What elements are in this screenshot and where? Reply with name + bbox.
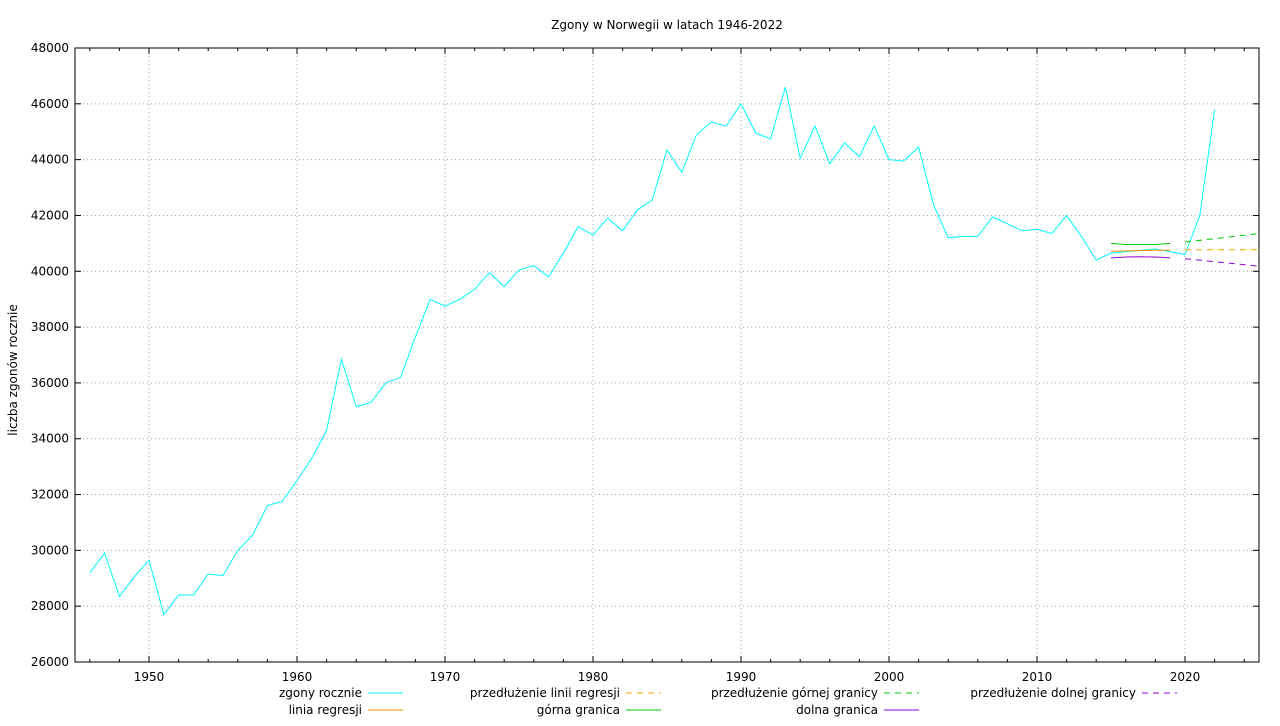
legend-label: przedłużenie górnej granicy xyxy=(711,686,878,700)
ticks: 26000 28000 30000 32000 34000 36000 38000 40000… xyxy=(31,41,1259,684)
y-tick-label: 40000 xyxy=(31,264,69,278)
x-tick-label: 1950 xyxy=(134,670,165,684)
chart-title: Zgony w Norwegii w latach 1946-2022 xyxy=(551,18,783,32)
y-tick-label: 48000 xyxy=(31,41,69,55)
legend-label: przedłużenie dolnej granicy xyxy=(970,686,1136,700)
y-tick-label: 38000 xyxy=(31,320,69,334)
x-tick-label: 2000 xyxy=(874,670,905,684)
series-przedluzenie-gornej-granicy xyxy=(1184,233,1260,243)
y-tick-label: 30000 xyxy=(31,543,69,557)
x-tick-label: 2010 xyxy=(1022,670,1053,684)
series-dolna-granica xyxy=(1110,256,1171,259)
x-tick-label: 2020 xyxy=(1170,670,1201,684)
series-zgony-rocznie xyxy=(89,86,1216,616)
legend-label: górna granica xyxy=(537,703,620,717)
y-tick-label: 32000 xyxy=(31,488,69,502)
x-tick-label: 1990 xyxy=(726,670,757,684)
y-tick-label: 42000 xyxy=(31,208,69,222)
legend-label: linia regresji xyxy=(289,703,362,717)
x-tick-label: 1980 xyxy=(578,670,609,684)
series-przedluzenie-dolnej-granicy xyxy=(1184,258,1260,267)
grid xyxy=(75,48,1259,662)
legend-label: dolna granica xyxy=(796,703,878,717)
plot-frame xyxy=(74,47,1260,663)
legend-label: zgony rocznie xyxy=(279,686,362,700)
y-tick-label: 26000 xyxy=(31,655,69,669)
y-tick-label: 44000 xyxy=(31,153,69,167)
x-tick-label: 1970 xyxy=(430,670,461,684)
y-tick-label: 46000 xyxy=(31,97,69,111)
y-tick-label: 34000 xyxy=(31,432,69,446)
legend-label: przedłużenie linii regresji xyxy=(470,686,620,700)
series-linia-regresji xyxy=(1110,249,1171,252)
series-layer xyxy=(89,86,1260,616)
legend: zgony rocznie linia regresji przedłużenie … xyxy=(279,686,1177,717)
y-axis-label: liczba zgonów rocznie xyxy=(6,304,20,435)
x-tick-label: 1960 xyxy=(282,670,313,684)
y-tick-label: 28000 xyxy=(31,599,69,613)
y-tick-label: 36000 xyxy=(31,376,69,390)
series-gorna-granica xyxy=(1110,242,1171,245)
